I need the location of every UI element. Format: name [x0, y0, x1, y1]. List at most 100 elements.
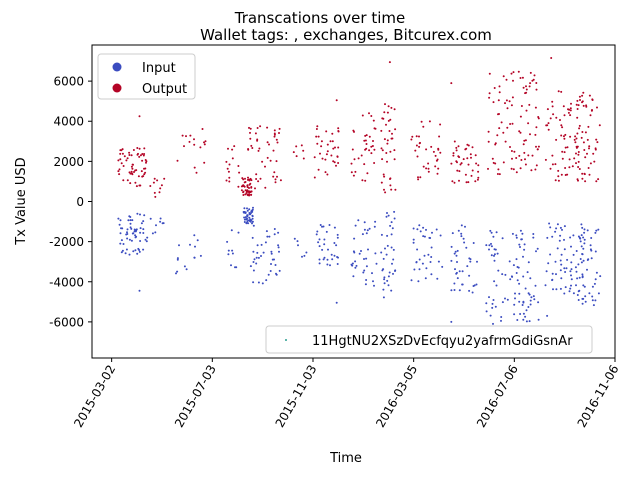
- data-point-input: [454, 268, 456, 271]
- legend-output-marker: [112, 83, 122, 93]
- data-point-input: [374, 252, 377, 255]
- data-point-input: [582, 247, 585, 250]
- data-point-output: [583, 173, 586, 176]
- data-point-input: [453, 252, 456, 255]
- data-point-input: [390, 233, 393, 236]
- data-point-output: [336, 155, 339, 158]
- data-point-input: [493, 280, 496, 283]
- data-point-input: [318, 245, 321, 248]
- data-point-output: [527, 154, 530, 157]
- data-point-output: [551, 105, 554, 108]
- data-point-output: [279, 179, 282, 182]
- data-point-input: [252, 281, 255, 284]
- data-point-output: [530, 169, 533, 172]
- data-point-output: [130, 170, 133, 173]
- data-point-input: [125, 248, 128, 251]
- data-point-input: [367, 248, 369, 251]
- data-point-input: [176, 270, 179, 273]
- data-point-output: [508, 100, 511, 103]
- data-point-output: [560, 90, 563, 93]
- data-point-output: [595, 180, 598, 183]
- data-point-input: [523, 243, 526, 246]
- data-point-output: [505, 99, 508, 102]
- data-point-input: [270, 250, 273, 253]
- data-point-input: [462, 237, 465, 240]
- data-point-input: [512, 264, 515, 267]
- data-point-output: [203, 161, 206, 164]
- data-point-output: [225, 160, 228, 163]
- data-point-output: [575, 137, 578, 140]
- data-point-output: [251, 147, 254, 149]
- data-point-input: [513, 303, 516, 306]
- data-point-input: [450, 320, 453, 323]
- data-point-input: [589, 244, 592, 247]
- data-point-input: [296, 240, 299, 243]
- data-point-output: [122, 165, 125, 167]
- data-point-input: [416, 248, 419, 251]
- data-point-output: [464, 173, 467, 176]
- data-point-output: [438, 135, 441, 138]
- data-point-output: [292, 151, 295, 154]
- data-point-output: [250, 186, 253, 189]
- data-point-output: [452, 152, 455, 155]
- data-point-input: [243, 207, 246, 210]
- data-point-input: [563, 238, 565, 241]
- data-point-input: [528, 320, 531, 323]
- data-point-input: [515, 236, 518, 239]
- data-point-output: [576, 178, 579, 181]
- data-point-input: [386, 244, 389, 247]
- data-point-output: [193, 138, 195, 141]
- data-point-output: [255, 173, 258, 176]
- data-point-output: [493, 87, 496, 89]
- data-point-input: [326, 263, 329, 266]
- data-point-output: [564, 167, 567, 169]
- data-point-output: [505, 78, 508, 81]
- data-point-input: [422, 235, 425, 238]
- data-point-output: [544, 158, 547, 161]
- data-point-output: [278, 127, 281, 130]
- data-point-output: [275, 138, 278, 141]
- data-point-input: [273, 233, 276, 236]
- data-point-output: [381, 158, 384, 161]
- data-point-output: [295, 155, 298, 158]
- data-point-output: [417, 176, 419, 179]
- data-point-output: [386, 142, 389, 145]
- data-point-output: [250, 190, 253, 193]
- data-point-output: [586, 138, 589, 141]
- data-point-output: [269, 159, 272, 162]
- data-point-input: [427, 253, 430, 256]
- data-point-input: [555, 227, 558, 230]
- data-point-output: [524, 92, 527, 95]
- data-point-input: [363, 221, 366, 224]
- data-point-output: [498, 127, 501, 130]
- data-point-input: [570, 261, 573, 264]
- data-point-input: [371, 272, 373, 275]
- data-point-input: [570, 278, 573, 281]
- data-point-input: [142, 228, 145, 231]
- data-point-output: [577, 153, 580, 156]
- data-point-output: [492, 161, 495, 164]
- data-point-input: [387, 284, 390, 287]
- data-point-input: [555, 288, 558, 291]
- data-point-output: [419, 176, 422, 179]
- data-point-input: [134, 234, 137, 237]
- data-point-input: [194, 245, 196, 248]
- data-point-output: [477, 170, 480, 173]
- x-axis-label: Time: [329, 451, 362, 466]
- data-point-output: [383, 175, 386, 178]
- data-point-input: [572, 253, 575, 256]
- y-tick-label: -2000: [49, 235, 84, 249]
- data-point-output: [227, 147, 229, 150]
- data-point-output: [551, 154, 554, 157]
- data-point-input: [196, 239, 199, 242]
- data-point-output: [319, 152, 321, 155]
- data-point-output: [455, 146, 458, 149]
- data-point-input: [522, 275, 525, 278]
- address-legend: 11HgtNU2XSzDvEcfqyu2yafrmGdiGsnAr: [265, 325, 593, 354]
- data-point-input: [317, 241, 320, 244]
- data-point-input: [532, 236, 535, 239]
- data-point-output: [185, 135, 187, 138]
- data-point-input: [321, 225, 323, 228]
- data-point-output: [559, 119, 561, 121]
- data-point-input: [119, 232, 122, 235]
